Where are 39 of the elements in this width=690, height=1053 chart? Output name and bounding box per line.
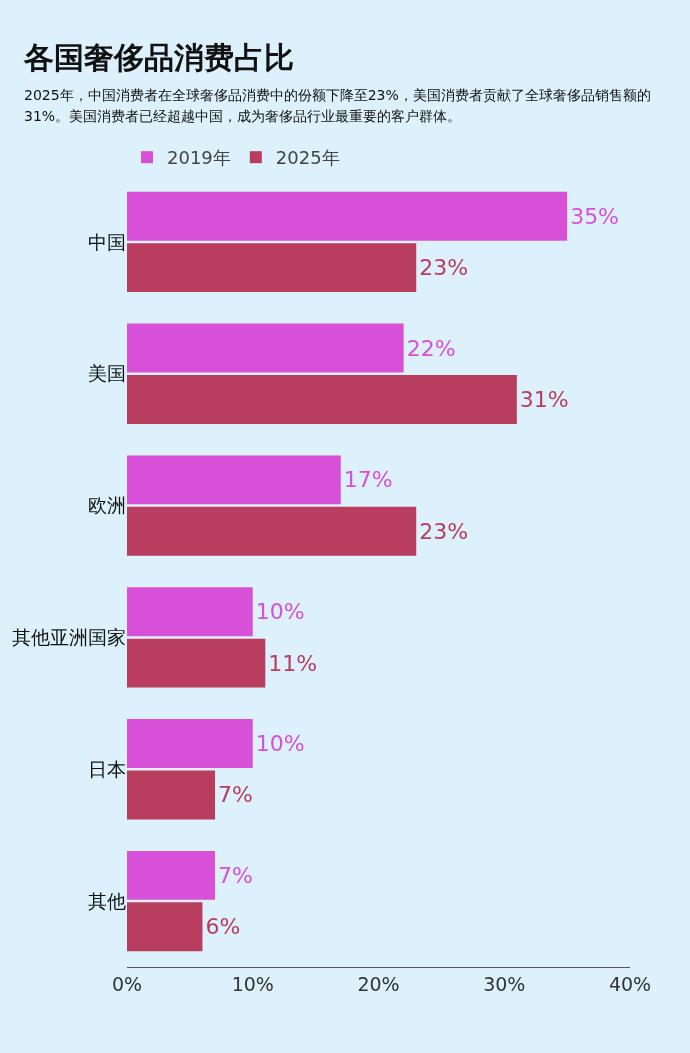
- data-label: 17%: [343, 467, 393, 493]
- y-tick-label: 其他: [88, 889, 126, 912]
- x-tick-label: 40%: [608, 972, 652, 995]
- bar: [127, 850, 216, 900]
- data-label: 35%: [570, 203, 620, 229]
- x-tick-label: 0%: [111, 972, 143, 995]
- data-label: 10%: [255, 599, 305, 625]
- bar: [127, 455, 341, 505]
- bar: [127, 323, 404, 373]
- data-label: 7%: [218, 782, 253, 808]
- data-label: 6%: [205, 914, 241, 940]
- bar: [127, 587, 253, 637]
- data-label: 7%: [218, 862, 253, 888]
- chart-subtitle: 2025年，中国消费者在全球奢侈品消费中的份额下降至23%，美国消费者贡献了全球奢侈品销售额的31%。美国消费者已经超越中国，成为奢侈品行业最重要的客户群体。: [24, 86, 652, 126]
- bar: [127, 719, 253, 768]
- data-label: 10%: [255, 731, 305, 757]
- data-label: 23%: [419, 255, 469, 281]
- data-label: 31%: [519, 386, 569, 412]
- legend-label: 2025年: [275, 147, 340, 169]
- data-label: 11%: [268, 650, 318, 676]
- y-tick-label: 欧洲: [88, 494, 126, 517]
- bar: [127, 243, 417, 293]
- bar: [127, 902, 203, 952]
- x-tick-label: 30%: [483, 972, 526, 995]
- bar: [127, 375, 517, 424]
- bar: [127, 770, 216, 820]
- y-tick-label: 其他亚洲国家: [12, 626, 126, 649]
- x-tick-label: 20%: [357, 972, 400, 995]
- y-tick-label: 美国: [88, 362, 126, 385]
- bar: [127, 191, 568, 241]
- bar: [127, 638, 266, 688]
- x-tick-label: 10%: [231, 972, 274, 995]
- y-tick-label: 日本: [88, 757, 126, 780]
- y-tick-label: 中国: [88, 230, 126, 253]
- chart-title: 各国奢侈品消费占比: [24, 39, 295, 77]
- legend-label: 2019年: [167, 147, 231, 169]
- data-label: 23%: [419, 518, 469, 544]
- bar: [127, 506, 417, 556]
- data-label: 22%: [406, 335, 456, 361]
